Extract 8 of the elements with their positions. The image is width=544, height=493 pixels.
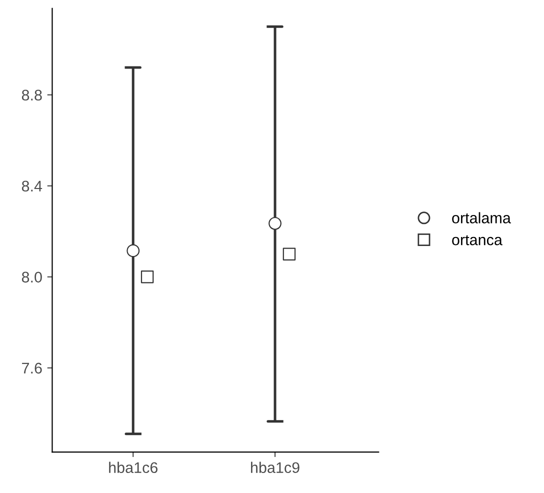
x-tick-label: hba1c6 [109,462,158,474]
y-tick-label: 7.6 [22,362,42,374]
y-tick-label: 8.4 [22,180,42,192]
x-tick-label: hba1c9 [251,462,300,474]
legend-label: ortalama [452,212,511,224]
legend-label: ortanca [452,235,502,246]
y-tick-label: 8.0 [22,272,42,283]
y-tick-label: 8.8 [22,90,42,101]
